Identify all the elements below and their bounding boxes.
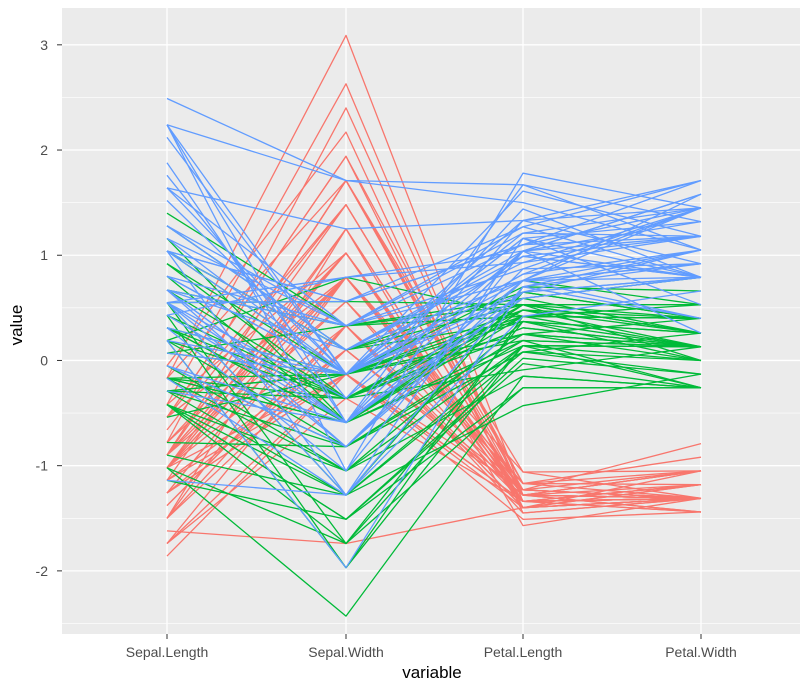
- series-2-line: [166, 279, 702, 424]
- y-tick-label: 3: [40, 37, 48, 53]
- series-0-line: [166, 325, 702, 544]
- y-tick-label: 0: [40, 352, 48, 368]
- series-2-line: [166, 286, 702, 569]
- series-2-line: [166, 207, 702, 327]
- series-2-line: [166, 124, 702, 375]
- series-2-line: [166, 97, 702, 251]
- series-lines: [166, 34, 702, 617]
- series-1-line: [166, 302, 702, 545]
- series-2-line: [166, 179, 702, 303]
- series-2-line: [166, 255, 702, 351]
- series-1-line: [166, 345, 702, 496]
- y-tick-label: -2: [36, 563, 49, 579]
- series-0-line: [166, 325, 702, 514]
- x-tick-label: Petal.Width: [665, 644, 737, 660]
- y-tick-label: 2: [40, 142, 48, 158]
- y-tick-label: 1: [40, 247, 48, 263]
- y-axis-title: value: [7, 305, 26, 346]
- series-0-line: [166, 204, 702, 499]
- series-1-line: [166, 362, 702, 520]
- x-axis-ticks: [166, 634, 702, 639]
- series-2-line: [166, 237, 702, 496]
- series-0-line: [166, 300, 702, 503]
- series-2-line: [166, 179, 702, 230]
- series-2-line: [166, 276, 702, 375]
- x-axis-title: variable: [402, 663, 462, 682]
- series-0-line: [166, 373, 702, 557]
- series-1-line: [166, 263, 702, 375]
- series-1-line: [166, 339, 702, 424]
- series-2-line: [166, 207, 702, 351]
- series-2-line: [166, 290, 702, 496]
- x-tick-label: Sepal.Width: [308, 644, 383, 660]
- series-2-line: [166, 276, 702, 375]
- y-axis-ticks: [57, 44, 62, 572]
- series-1-line: [166, 375, 702, 472]
- y-tick-labels: -2 -1 0 1 2 3: [36, 37, 49, 579]
- series-2-line: [166, 249, 702, 375]
- series-1-line: [166, 373, 702, 496]
- series-2-line: [166, 207, 702, 316]
- x-tick-label: Petal.Length: [484, 644, 563, 660]
- series-0-line: [166, 179, 702, 486]
- series-0-line: [166, 300, 702, 485]
- series-0-line: [166, 252, 702, 491]
- series-0-line: [166, 373, 702, 503]
- series-2-line: [166, 187, 702, 327]
- series-0-line: [166, 228, 702, 513]
- series-2-line: [166, 124, 702, 223]
- series-1-line: [166, 315, 702, 418]
- y-tick-label: -1: [36, 458, 49, 474]
- x-tick-label: Sepal.Length: [126, 644, 209, 660]
- series-2-line: [166, 263, 702, 496]
- series-2-line: [166, 263, 702, 448]
- series-1-line: [166, 387, 701, 545]
- x-tick-labels: Sepal.Length Sepal.Width Petal.Length Petal…: [126, 644, 737, 660]
- series-2-line: [166, 276, 702, 375]
- series-1-line: [166, 333, 702, 379]
- series-2-line: [166, 193, 702, 351]
- series-2-line: [166, 162, 702, 424]
